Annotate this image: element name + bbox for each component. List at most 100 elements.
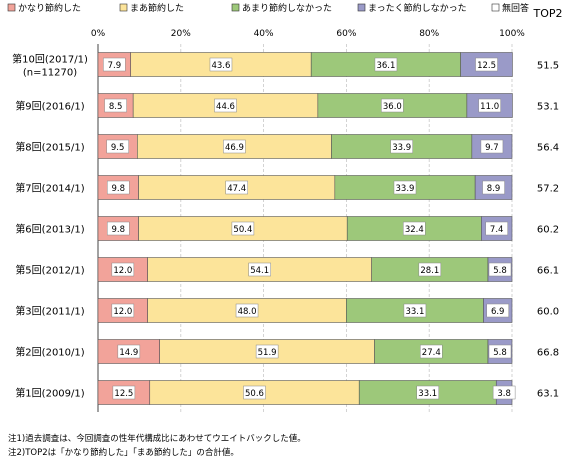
data-label-box — [480, 139, 504, 154]
data-label: 33.1 — [418, 389, 437, 399]
bar-segment — [97, 339, 160, 364]
data-label-box — [418, 262, 442, 277]
x-tick-labels: 0% 20% 40% 60% 80% 100% — [91, 29, 525, 39]
category-label: 第8回(2015/1) — [15, 141, 84, 154]
data-label: 9.7 — [485, 143, 499, 153]
data-label-box — [488, 344, 512, 359]
data-label: 12.0 — [113, 266, 132, 276]
data-label: 3.8 — [497, 389, 511, 399]
data-label: 9.8 — [112, 184, 126, 194]
data-label: 48.0 — [238, 307, 257, 317]
data-label-box — [112, 385, 136, 400]
data-label-box — [106, 139, 129, 154]
data-label-box — [374, 57, 398, 72]
footnote-1: 注1)過去調査は、今回調査の性年代構成比にあわせてウエイトバックした値。 — [8, 434, 306, 444]
category-label: 第7回(2014/1) — [15, 182, 84, 195]
legend-swatch — [7, 3, 16, 12]
legend-label: 無回答 — [502, 2, 529, 14]
data-label-box — [482, 180, 505, 195]
legend-label: まあ節約した — [130, 2, 184, 14]
data-label-box — [104, 98, 127, 113]
data-label: 12.5 — [114, 389, 133, 399]
category-label: 第1回(2009/1) — [15, 387, 84, 400]
data-label: 6.9 — [491, 307, 505, 317]
data-label: 8.9 — [487, 184, 501, 194]
data-label-box — [103, 57, 126, 72]
data-label-box — [111, 303, 135, 318]
data-label-box — [117, 344, 141, 359]
data-label-box — [393, 180, 417, 195]
data-label: 44.6 — [216, 102, 235, 112]
data-label-box — [214, 98, 237, 113]
data-label: 33.1 — [405, 307, 424, 317]
top2-value: 66.1 — [537, 266, 559, 277]
data-label-box — [486, 303, 509, 318]
data-label: 27.4 — [422, 348, 441, 358]
data-label-box — [209, 57, 233, 72]
category-label: 第5回(2012/1) — [15, 264, 84, 277]
data-label: 5.8 — [493, 348, 507, 358]
legend-swatch — [357, 3, 366, 12]
data-label-box — [248, 262, 271, 277]
x-tick-label: 100% — [499, 29, 525, 39]
data-label-box — [107, 180, 130, 195]
category-label: 第10回(2017/1) — [12, 53, 88, 66]
data-label-box — [381, 98, 404, 113]
category-sublabel: (n=11270) — [23, 68, 77, 79]
bars: 7.9 43.6 36.1 12.5 8.5 44.6 36.0 11.0 9.5 46.9 33.… — [97, 52, 516, 405]
data-label-box — [478, 98, 501, 113]
legend-swatch — [119, 3, 128, 12]
category-labels: 第10回(2017/1) (n=11270) 第9回(2016/1) 第8回(2015… — [12, 53, 88, 400]
data-label: 36.1 — [376, 61, 395, 71]
x-tick-label: 0% — [91, 29, 106, 39]
x-tick-label: 40% — [254, 29, 274, 39]
data-label: 9.8 — [112, 225, 126, 235]
data-label-box — [403, 303, 427, 318]
legend-label: まったく節約しなかった — [368, 2, 467, 14]
data-label-box — [111, 262, 135, 277]
bar-segment — [138, 175, 336, 200]
data-label: 14.9 — [119, 348, 138, 358]
top2-value: 53.1 — [537, 102, 559, 113]
data-label-box — [488, 262, 512, 277]
data-label: 43.6 — [211, 61, 230, 71]
top2-value: 51.5 — [537, 61, 559, 72]
x-tick-label: 60% — [336, 29, 356, 39]
footnote-2: 注2)TOP2は「かなり節約した」「まあ節約した」の合計値。 — [8, 448, 239, 458]
data-label-box — [492, 385, 516, 400]
data-label-box — [235, 303, 259, 318]
data-label-box — [225, 180, 248, 195]
data-label-box — [485, 221, 508, 236]
top2-value: 63.1 — [537, 389, 559, 400]
category-label: 第6回(2013/1) — [15, 223, 84, 236]
data-label: 50.6 — [245, 389, 264, 399]
data-label: 7.9 — [108, 61, 122, 71]
legend-swatch — [491, 3, 500, 12]
data-label-box — [243, 385, 266, 400]
data-label-box — [231, 221, 255, 236]
data-label: 50.4 — [233, 225, 252, 235]
bar-segment — [466, 93, 513, 118]
chart-legend: かなり節約した まあ節約した あまり節約しなかった まったく節約しなかった 無回答 — [7, 2, 529, 14]
top2-values: 51.5 53.1 56.4 57.2 60.2 66.1 60.0 66.8 63.1 — [537, 61, 559, 400]
data-label: 28.1 — [420, 266, 439, 276]
data-label: 7.4 — [490, 225, 504, 235]
data-label: 9.5 — [111, 143, 125, 153]
category-label: 第3回(2011/1) — [15, 305, 84, 318]
data-label-box — [420, 344, 443, 359]
legend-label: あまり節約しなかった — [242, 2, 332, 14]
data-label-box — [403, 221, 426, 236]
data-label-box — [475, 57, 498, 72]
top2-value: 60.2 — [537, 225, 559, 236]
x-tick-label: 80% — [419, 29, 439, 39]
data-label: 5.8 — [493, 266, 507, 276]
top2-value: 57.2 — [537, 184, 559, 195]
data-label: 54.1 — [250, 266, 269, 276]
data-label-box — [223, 139, 246, 154]
top2-value: 56.4 — [537, 143, 559, 154]
data-label: 11.0 — [480, 102, 499, 112]
data-label: 12.5 — [477, 61, 496, 71]
data-label: 36.0 — [383, 102, 402, 112]
x-tick-label: 20% — [171, 29, 191, 39]
data-label: 47.4 — [227, 184, 246, 194]
